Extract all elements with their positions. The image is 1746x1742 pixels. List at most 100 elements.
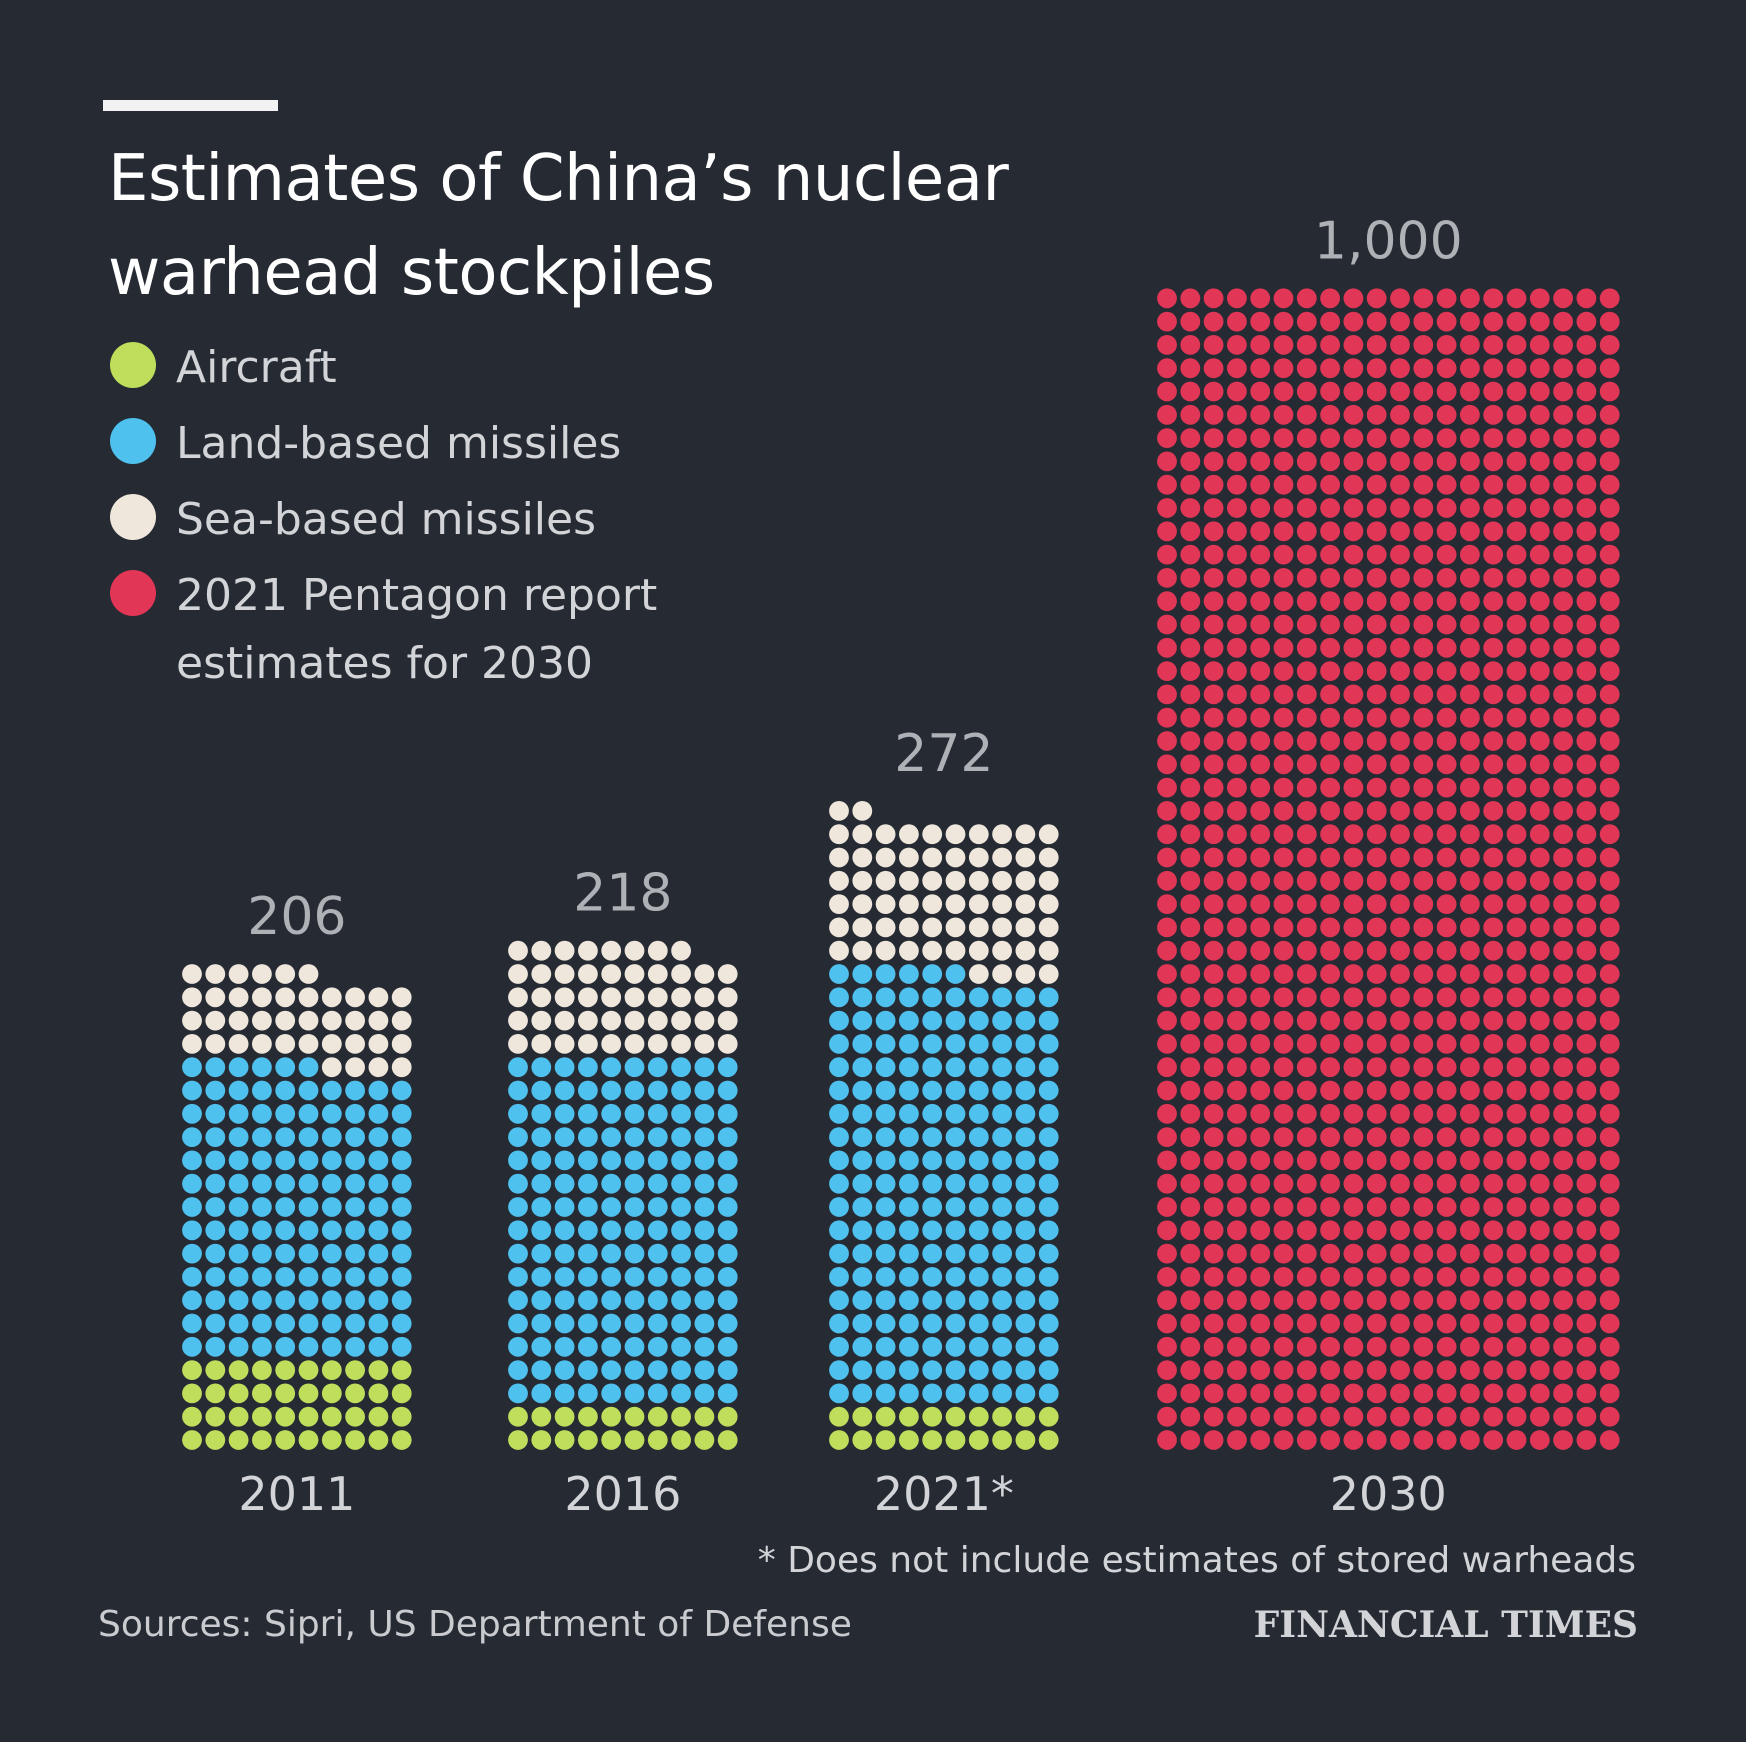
warhead-dot bbox=[1529, 940, 1550, 961]
warhead-dot bbox=[1157, 404, 1177, 425]
warhead-dot bbox=[1273, 894, 1294, 914]
warhead-dot bbox=[1390, 544, 1410, 565]
warhead-dot bbox=[671, 1057, 691, 1078]
warhead-dot bbox=[945, 987, 966, 1008]
warhead-dot bbox=[1366, 544, 1387, 565]
warhead-dot bbox=[1157, 940, 1177, 961]
warhead-dot bbox=[1015, 1220, 1036, 1241]
warhead-dot bbox=[875, 1034, 896, 1054]
warhead-dot bbox=[205, 1057, 226, 1078]
warhead-dot bbox=[1227, 544, 1247, 565]
warhead-dot bbox=[1413, 1197, 1434, 1217]
warhead-dot bbox=[345, 1430, 365, 1450]
warhead-dot bbox=[624, 1430, 645, 1450]
warhead-dot bbox=[922, 1080, 943, 1101]
warhead-dot bbox=[1390, 1313, 1410, 1334]
warhead-dot bbox=[321, 1010, 342, 1031]
warhead-dot bbox=[1506, 404, 1527, 425]
warhead-dot bbox=[298, 1360, 319, 1380]
warhead-dot bbox=[1529, 358, 1550, 379]
title-accent-bar bbox=[103, 100, 278, 111]
warhead-dot bbox=[1296, 1034, 1317, 1054]
warhead-dot bbox=[1390, 1336, 1410, 1357]
warhead-dot bbox=[182, 1383, 202, 1404]
warhead-dot bbox=[1576, 1336, 1597, 1357]
warhead-dot bbox=[1320, 894, 1340, 914]
warhead-dot bbox=[252, 1080, 272, 1101]
warhead-dot bbox=[1273, 568, 1294, 588]
warhead-dot bbox=[1015, 964, 1036, 984]
warhead-dot bbox=[1390, 381, 1410, 402]
warhead-dot bbox=[1460, 894, 1480, 914]
warhead-dot bbox=[1576, 1290, 1597, 1311]
warhead-dot bbox=[1180, 801, 1201, 821]
warhead-dot bbox=[321, 1197, 342, 1217]
warhead-dot bbox=[1157, 1406, 1177, 1427]
warhead-dot bbox=[992, 1220, 1012, 1241]
warhead-dot bbox=[1038, 1057, 1059, 1078]
warhead-dot bbox=[1296, 964, 1317, 984]
warhead-dot bbox=[1366, 474, 1387, 495]
warhead-dot bbox=[1366, 637, 1387, 658]
warhead-dot bbox=[1599, 1034, 1620, 1054]
warhead-dot bbox=[1413, 311, 1434, 332]
warhead-dot bbox=[671, 1243, 691, 1264]
warhead-dot bbox=[1599, 451, 1620, 472]
warhead-dot bbox=[1460, 1290, 1480, 1311]
footnote: * Does not include estimates of stored w… bbox=[757, 1540, 1636, 1581]
warhead-dot bbox=[899, 917, 919, 938]
warhead-dot bbox=[391, 1430, 412, 1450]
warhead-dot bbox=[1553, 358, 1573, 379]
warhead-dot bbox=[1015, 1150, 1036, 1171]
warhead-dot bbox=[1483, 684, 1504, 705]
warhead-dot bbox=[1529, 544, 1550, 565]
warhead-dot bbox=[899, 1336, 919, 1357]
warhead-dot bbox=[391, 1243, 412, 1264]
warhead-dot bbox=[1038, 1197, 1059, 1217]
warhead-dot bbox=[1390, 801, 1410, 821]
warhead-dot bbox=[671, 1313, 691, 1334]
warhead-dot bbox=[624, 1034, 645, 1054]
warhead-dot bbox=[508, 1080, 528, 1101]
warhead-dot bbox=[1157, 987, 1177, 1008]
warhead-dot bbox=[1038, 1220, 1059, 1241]
warhead-dot bbox=[1227, 1243, 1247, 1264]
warhead-dot bbox=[1180, 591, 1201, 612]
warhead-dot bbox=[345, 1336, 365, 1357]
warhead-dot bbox=[1296, 894, 1317, 914]
warhead-dot bbox=[624, 1406, 645, 1427]
warhead-dot bbox=[1296, 521, 1317, 542]
warhead-dot bbox=[1483, 428, 1504, 448]
warhead-dot bbox=[182, 964, 202, 984]
warhead-dot bbox=[1576, 1220, 1597, 1241]
warhead-dot bbox=[1390, 498, 1410, 518]
warhead-dot bbox=[922, 1057, 943, 1078]
warhead-dot bbox=[1529, 335, 1550, 355]
warhead-dot bbox=[1460, 451, 1480, 472]
warhead-dot bbox=[1157, 1010, 1177, 1031]
warhead-dot bbox=[1203, 335, 1224, 355]
warhead-dot bbox=[694, 1290, 715, 1311]
warhead-dot bbox=[1576, 1034, 1597, 1054]
warhead-dot bbox=[1038, 847, 1059, 868]
warhead-dot bbox=[554, 1150, 575, 1171]
warhead-dot bbox=[1390, 1150, 1410, 1171]
warhead-dot bbox=[508, 1383, 528, 1404]
warhead-dot bbox=[1529, 1080, 1550, 1101]
warhead-dot bbox=[875, 964, 896, 984]
warhead-dot bbox=[852, 1360, 873, 1380]
warhead-dot bbox=[1553, 801, 1573, 821]
warhead-dot bbox=[1296, 870, 1317, 891]
warhead-dot bbox=[298, 1103, 319, 1124]
warhead-dot bbox=[624, 1243, 645, 1264]
warhead-dot bbox=[945, 847, 966, 868]
warhead-dot bbox=[1296, 498, 1317, 518]
warhead-dot bbox=[1390, 1406, 1410, 1427]
warhead-dot bbox=[945, 1057, 966, 1078]
warhead-dot bbox=[1273, 451, 1294, 472]
warhead-dot bbox=[1576, 1103, 1597, 1124]
warhead-dot bbox=[922, 1406, 943, 1427]
warhead-dot bbox=[1343, 311, 1364, 332]
warhead-dot bbox=[1576, 1197, 1597, 1217]
warhead-dot bbox=[554, 964, 575, 984]
